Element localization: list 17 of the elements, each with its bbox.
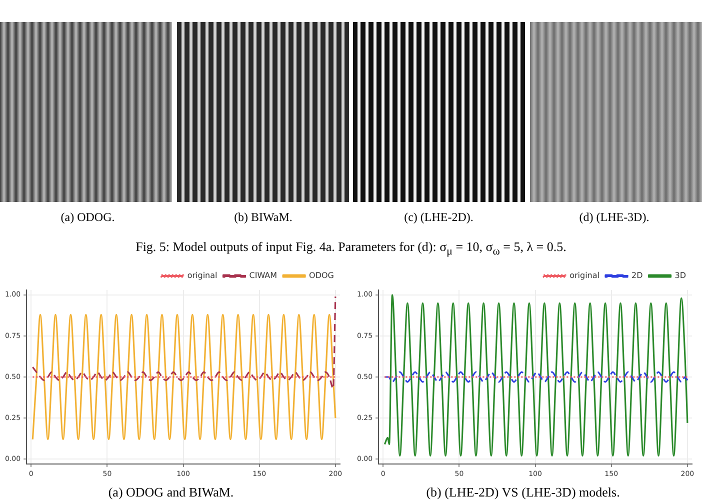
line-series xyxy=(384,294,688,457)
line-series xyxy=(384,371,688,383)
text: (d) (LHE-3D). xyxy=(578,209,650,226)
text: (a) ODOG. xyxy=(60,209,116,226)
legend-label: original xyxy=(570,271,600,280)
text: (c) (LHE-2D). xyxy=(403,209,474,226)
line-series xyxy=(32,314,336,440)
legend-label: ODOG xyxy=(309,271,334,280)
legend-label: original xyxy=(187,271,218,280)
line-series xyxy=(32,296,336,390)
text: (a) ODOG and BIWaM. xyxy=(108,484,234,500)
text: (b) (LHE-2D) VS (LHE-3D) models. xyxy=(426,484,620,500)
text: (b) BIWaM. xyxy=(233,209,294,226)
legend-label: 3D xyxy=(674,271,686,280)
legend-label: 2D xyxy=(632,271,643,280)
legend-label: CIWAM xyxy=(249,271,278,280)
caption: Fig. 5: Model outputs of input Fig. 4a. Parameters for (d): σ$_{μ}$ = 10, σ$_{ω}$ = 5, λ = 0.5. xyxy=(134,238,568,258)
